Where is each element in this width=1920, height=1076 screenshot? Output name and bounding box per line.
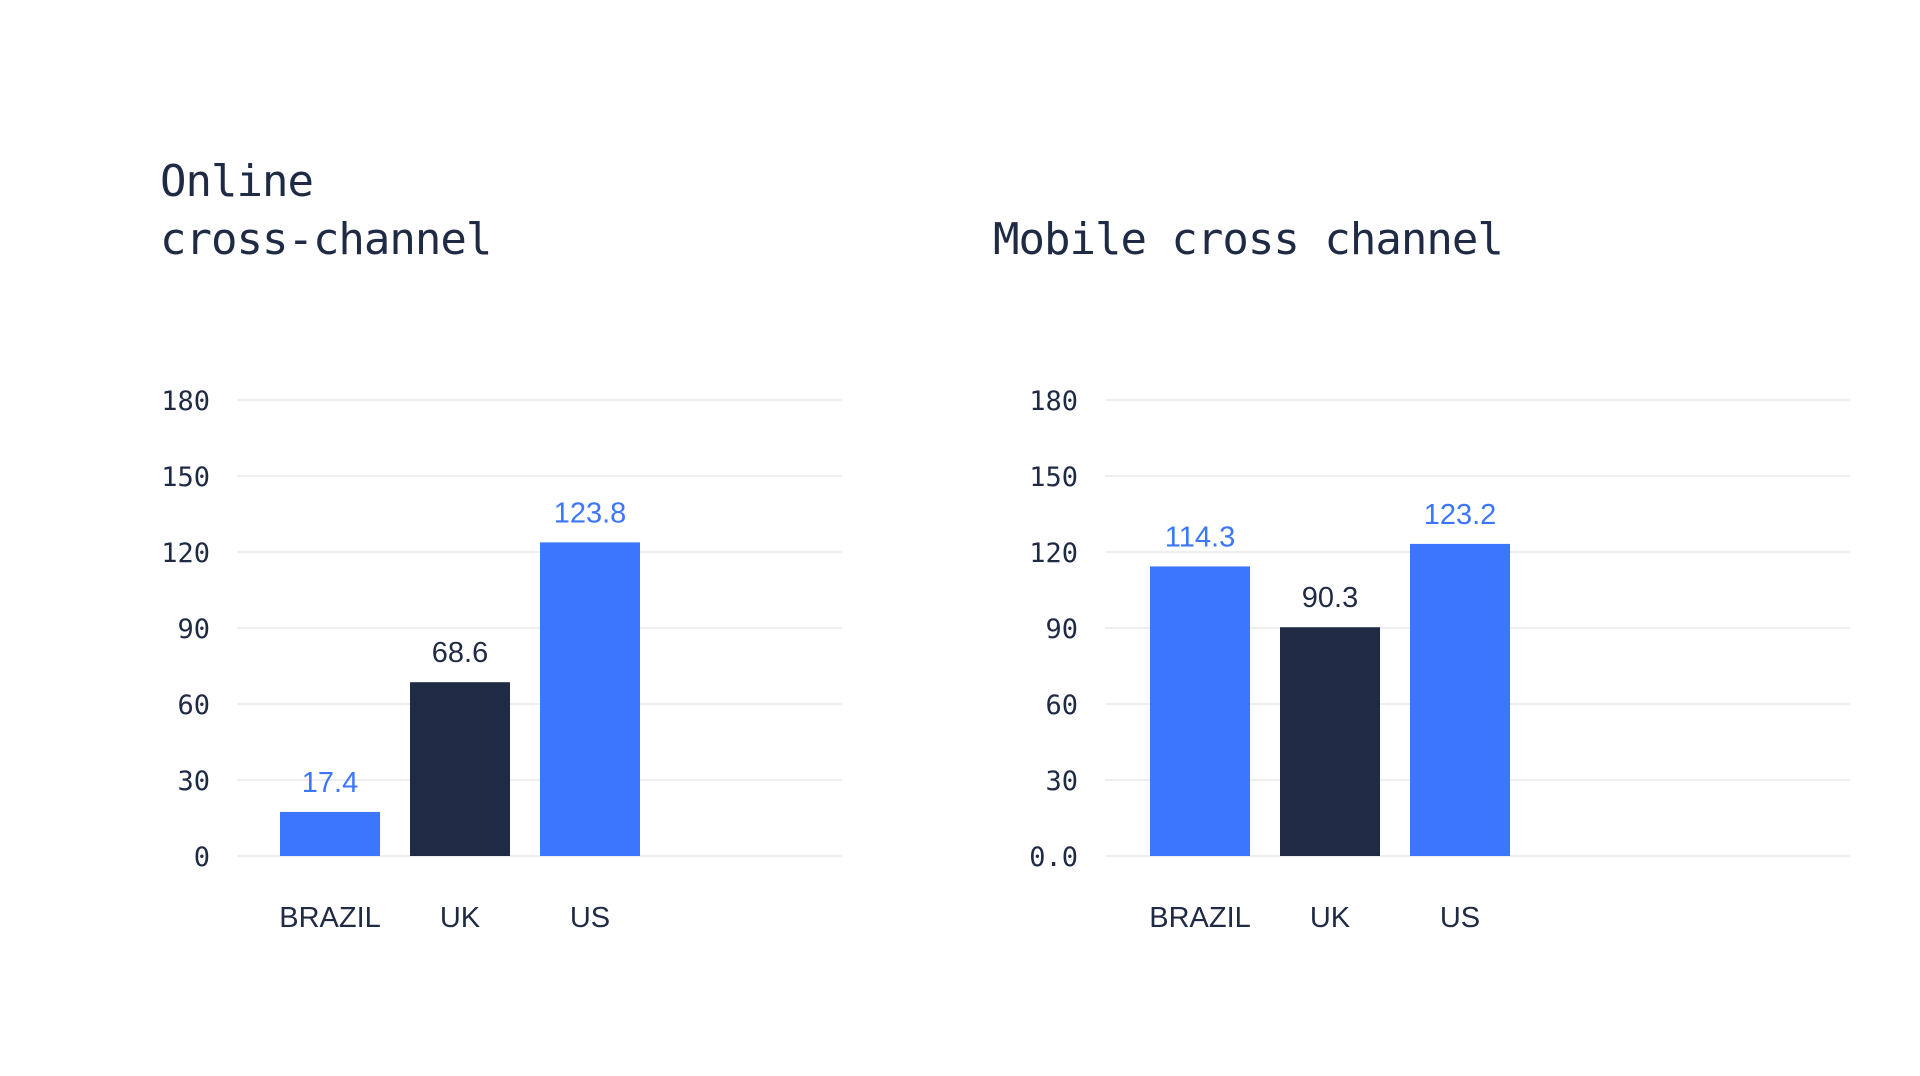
data-label: 68.6 (432, 637, 488, 669)
y-tick-label: 60 (1045, 690, 1078, 721)
y-tick-label: 60 (177, 690, 210, 721)
x-tick-label: UK (1310, 902, 1351, 934)
chart-title-line: Online (160, 156, 314, 207)
data-label: 90.3 (1302, 582, 1358, 614)
bar (1280, 627, 1380, 856)
bar (1410, 543, 1510, 856)
x-tick-label: BRAZIL (1149, 902, 1251, 934)
x-tick-label: UK (440, 902, 481, 934)
x-tick-label: BRAZIL (279, 902, 381, 934)
chart-title-line: cross-channel (160, 214, 492, 265)
x-tick-label: US (570, 902, 610, 934)
bar (410, 682, 510, 856)
mobile-cross-channel-chart: Mobile cross channel 0.0 30 60 90 120 150 180 1… (993, 218, 1850, 934)
data-label: 114.3 (1165, 521, 1235, 553)
bar-plot: 0 30 60 90 120 150 180 17.4 BRAZIL 68.6 UK 123.8 US (161, 386, 842, 934)
bar (540, 542, 640, 856)
y-tick-label: 30 (177, 766, 210, 797)
y-tick-label: 90 (1045, 614, 1078, 645)
y-tick-label: 180 (1029, 386, 1078, 417)
y-tick-label: 150 (1029, 462, 1078, 493)
data-label: 17.4 (302, 767, 358, 799)
data-label: 123.8 (554, 497, 627, 529)
bar (1150, 566, 1250, 856)
y-tick-label: 30 (1045, 766, 1078, 797)
y-tick-label: 90 (177, 614, 210, 645)
y-tick-label: 0.0 (1029, 842, 1078, 873)
chart-title-line: Mobile cross channel (993, 214, 1504, 265)
y-tick-label: 150 (161, 462, 210, 493)
y-tick-label: 120 (1029, 538, 1078, 569)
data-label: 123.2 (1424, 499, 1497, 531)
y-tick-label: 120 (161, 538, 210, 569)
y-tick-label: 180 (161, 386, 210, 417)
x-tick-label: US (1440, 902, 1480, 934)
online-cross-channel-chart: Online cross-channel 0 30 60 90 120 150 180 17.… (160, 156, 842, 934)
y-tick-label: 0 (194, 842, 210, 873)
bar (280, 811, 380, 856)
